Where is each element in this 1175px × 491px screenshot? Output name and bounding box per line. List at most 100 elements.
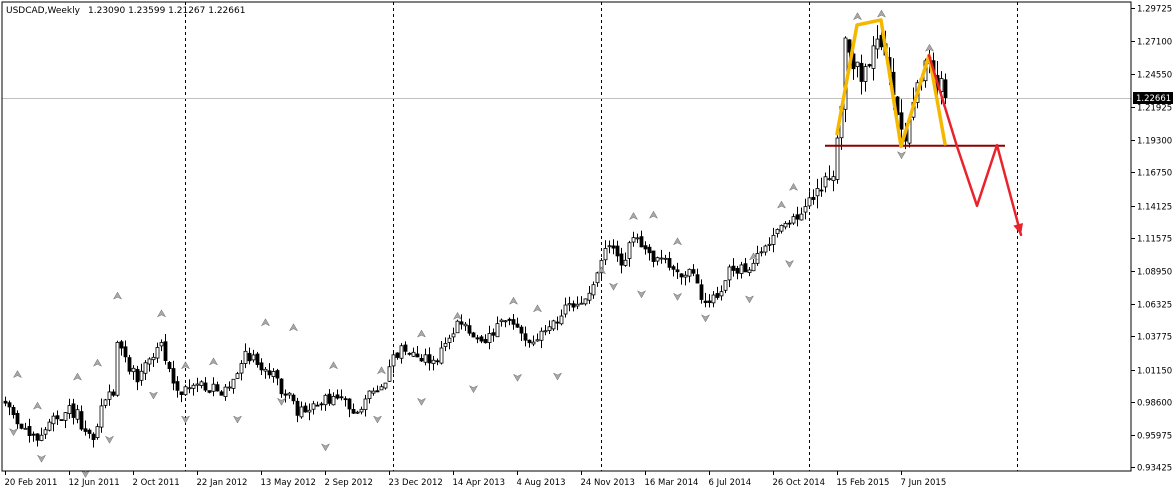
candle-body-bear bbox=[867, 64, 872, 67]
candle-body-bull bbox=[199, 381, 204, 386]
candle bbox=[151, 353, 156, 367]
y-tick-label: 1.01150 bbox=[1137, 367, 1172, 377]
candle bbox=[743, 258, 748, 273]
y-tick-label: 0.95975 bbox=[1137, 432, 1172, 442]
candle-body-bull bbox=[607, 245, 612, 248]
candle-body-bull bbox=[487, 333, 492, 343]
candle-body-bull bbox=[99, 405, 104, 428]
candle bbox=[671, 264, 676, 277]
candle-body-bull bbox=[807, 197, 812, 207]
candle bbox=[255, 351, 260, 368]
candle bbox=[215, 381, 220, 392]
candle bbox=[899, 99, 904, 143]
candle bbox=[667, 251, 672, 271]
candle-body-bull bbox=[663, 257, 668, 260]
candle bbox=[219, 390, 224, 396]
candle-body-bear bbox=[111, 391, 116, 396]
candle-body-bear bbox=[523, 333, 528, 341]
candle-body-bear bbox=[527, 339, 532, 344]
candle-body-bull bbox=[635, 237, 640, 240]
candle-body-bull bbox=[591, 284, 596, 296]
candle bbox=[207, 390, 212, 394]
candle-body-bull bbox=[659, 257, 664, 260]
candle-body-bear bbox=[407, 352, 412, 355]
candle bbox=[23, 422, 28, 430]
candle bbox=[695, 268, 700, 284]
candle bbox=[731, 258, 736, 277]
fractal-up-arrow bbox=[72, 372, 83, 381]
head-shoulders-pattern-line[interactable] bbox=[835, 18, 947, 149]
candle-body-bull bbox=[567, 303, 572, 306]
candle bbox=[283, 389, 288, 403]
candle-body-bull bbox=[147, 358, 152, 365]
candle-body-bear bbox=[31, 433, 36, 436]
candle-body-bull bbox=[63, 412, 68, 421]
candle-body-bull bbox=[191, 384, 196, 389]
candle-body-bull bbox=[447, 337, 452, 343]
candle-body-bull bbox=[939, 78, 944, 92]
candle bbox=[463, 321, 468, 331]
candle-body-bull bbox=[759, 251, 764, 254]
candle bbox=[259, 358, 264, 375]
x-tick-label: 20 Feb 2011 bbox=[5, 478, 58, 488]
pattern-overlay[interactable] bbox=[825, 18, 1023, 237]
candle-body-bear bbox=[91, 433, 96, 440]
candle-body-bear bbox=[667, 258, 672, 268]
candle bbox=[187, 379, 192, 394]
fractal-up-arrow bbox=[876, 9, 887, 18]
candle bbox=[119, 339, 124, 356]
candle-body-bear bbox=[395, 352, 400, 358]
x-tick-label: 15 Feb 2015 bbox=[837, 478, 890, 488]
candle bbox=[647, 244, 652, 261]
candle-body-bull bbox=[831, 176, 836, 182]
candle-body-bull bbox=[67, 405, 72, 415]
candle bbox=[835, 127, 840, 184]
candle-body-bear bbox=[671, 266, 676, 270]
candle bbox=[27, 418, 32, 443]
candle-body-bull bbox=[443, 343, 448, 347]
candle-body-bear bbox=[167, 362, 172, 370]
candle bbox=[159, 339, 164, 352]
current-price-box bbox=[1133, 92, 1173, 104]
candle-body-bear bbox=[219, 391, 224, 396]
price-axis[interactable]: 1.29725 1.27100 1.24550 1.21925 1.19300 1.167… bbox=[1131, 5, 1173, 474]
candle-body-bull bbox=[543, 330, 548, 333]
candle-body-bull bbox=[195, 383, 200, 386]
candle-body-bear bbox=[7, 402, 12, 408]
candle bbox=[327, 389, 332, 406]
candle-body-bear bbox=[335, 394, 340, 399]
fractal-down-arrow bbox=[148, 391, 159, 400]
candle-body-bear bbox=[303, 405, 308, 413]
candle bbox=[59, 419, 64, 421]
candle-body-bull bbox=[739, 264, 744, 274]
candle-body-bear bbox=[247, 352, 252, 362]
candle-body-bear bbox=[275, 370, 280, 379]
candle-body-bull bbox=[719, 291, 724, 297]
candle bbox=[211, 377, 216, 397]
candle bbox=[347, 398, 352, 418]
candle bbox=[575, 296, 580, 310]
candle bbox=[379, 384, 384, 391]
candle-body-bear bbox=[703, 300, 708, 304]
candle bbox=[247, 347, 252, 365]
candle-body-bull bbox=[155, 347, 160, 359]
projection-path-line[interactable] bbox=[927, 54, 1023, 237]
candle bbox=[307, 403, 312, 421]
candle-body-bull bbox=[367, 390, 372, 400]
fractal-up-arrow bbox=[596, 266, 607, 275]
x-tick-label: 2 Sep 2012 bbox=[325, 478, 373, 488]
time-axis[interactable]: 20 Feb 2011 12 Jun 2011 2 Oct 2011 22 Jan 2… bbox=[5, 471, 947, 488]
candle bbox=[679, 273, 684, 285]
candle bbox=[479, 335, 484, 344]
candle-body-bull bbox=[775, 229, 780, 235]
candle-body-bear bbox=[55, 415, 60, 420]
candle-body-bull bbox=[579, 302, 584, 305]
candle bbox=[659, 249, 664, 264]
candle-body-bull bbox=[763, 245, 768, 253]
candle bbox=[799, 207, 804, 221]
candle-body-bull bbox=[655, 257, 660, 262]
candle bbox=[343, 396, 348, 407]
